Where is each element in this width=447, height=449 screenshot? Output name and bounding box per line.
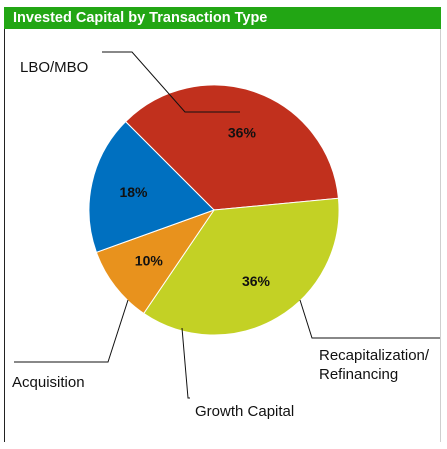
percent-labels: 36% 36% 10% 18% bbox=[119, 124, 270, 289]
leader-line-acquisition bbox=[14, 299, 129, 363]
leader-line-growth-capital bbox=[181, 327, 190, 399]
category-label-recapitalization-refinancing: Recapitalization/Refinancing bbox=[319, 347, 430, 383]
data-label-growth-capital: 10% bbox=[135, 253, 164, 269]
data-label-lbo-mbo: 36% bbox=[228, 124, 257, 140]
pie-slice-acquisition bbox=[88, 120, 215, 253]
data-label-acquisition: 18% bbox=[119, 184, 148, 200]
category-labels: LBO/MBO Recapitalization/Refinancing Growt… bbox=[12, 59, 430, 420]
left-border bbox=[4, 29, 5, 442]
data-label-recapitalization-refinancing: 36% bbox=[242, 273, 271, 289]
category-label-growth-capital: Growth Capital bbox=[195, 403, 294, 420]
leader-lines bbox=[14, 51, 440, 399]
leader-line-lbo-mbo bbox=[102, 51, 240, 113]
pie-slice-growth-capital bbox=[95, 209, 216, 315]
pie-slices bbox=[88, 84, 340, 336]
right-border bbox=[440, 29, 441, 442]
chart-header: Invested Capital by Transaction Type bbox=[4, 7, 441, 29]
leader-line-recapitalization-refinancing bbox=[299, 299, 440, 339]
category-label-lbo-mbo: LBO/MBO bbox=[20, 59, 88, 76]
pie-slice-recapitalization-refinancing bbox=[143, 197, 340, 336]
category-label-acquisition: Acquisition bbox=[12, 374, 85, 391]
pie-slice-lbo-mbo bbox=[124, 84, 339, 211]
chart-title: Invested Capital by Transaction Type bbox=[13, 10, 268, 26]
